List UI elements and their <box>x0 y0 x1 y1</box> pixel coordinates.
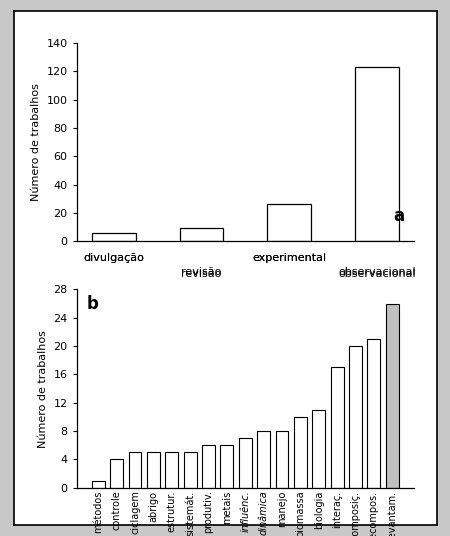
Text: b: b <box>86 295 99 314</box>
Bar <box>165 452 178 488</box>
Bar <box>110 459 123 488</box>
Bar <box>275 431 288 488</box>
Text: experimental: experimental <box>252 253 326 263</box>
Bar <box>267 204 311 241</box>
Bar <box>129 452 141 488</box>
Bar <box>92 233 135 241</box>
Bar <box>220 445 233 488</box>
Bar <box>184 452 197 488</box>
Text: observacional: observacional <box>338 267 415 277</box>
Text: divulgação: divulgação <box>83 253 144 263</box>
Text: observacional: observacional <box>338 269 415 279</box>
Bar <box>349 346 362 488</box>
Text: revisão: revisão <box>181 267 221 277</box>
Text: experimental: experimental <box>252 252 326 263</box>
Bar <box>368 339 380 488</box>
Text: a: a <box>393 207 404 225</box>
Bar <box>202 445 215 488</box>
Bar <box>92 481 105 488</box>
Bar <box>147 452 160 488</box>
Bar <box>257 431 270 488</box>
Bar <box>294 417 307 488</box>
Bar <box>331 367 343 488</box>
Bar <box>355 67 399 241</box>
Text: Tipos de estudo: Tipos de estudo <box>183 297 308 311</box>
Text: divulgação: divulgação <box>83 252 144 263</box>
Bar <box>180 228 223 241</box>
Y-axis label: Número de trabalhos: Número de trabalhos <box>38 330 48 448</box>
Bar <box>386 303 399 488</box>
Y-axis label: Número de trabalhos: Número de trabalhos <box>31 83 41 201</box>
Text: revisão: revisão <box>181 269 221 279</box>
Bar <box>312 410 325 488</box>
Bar <box>239 438 252 488</box>
